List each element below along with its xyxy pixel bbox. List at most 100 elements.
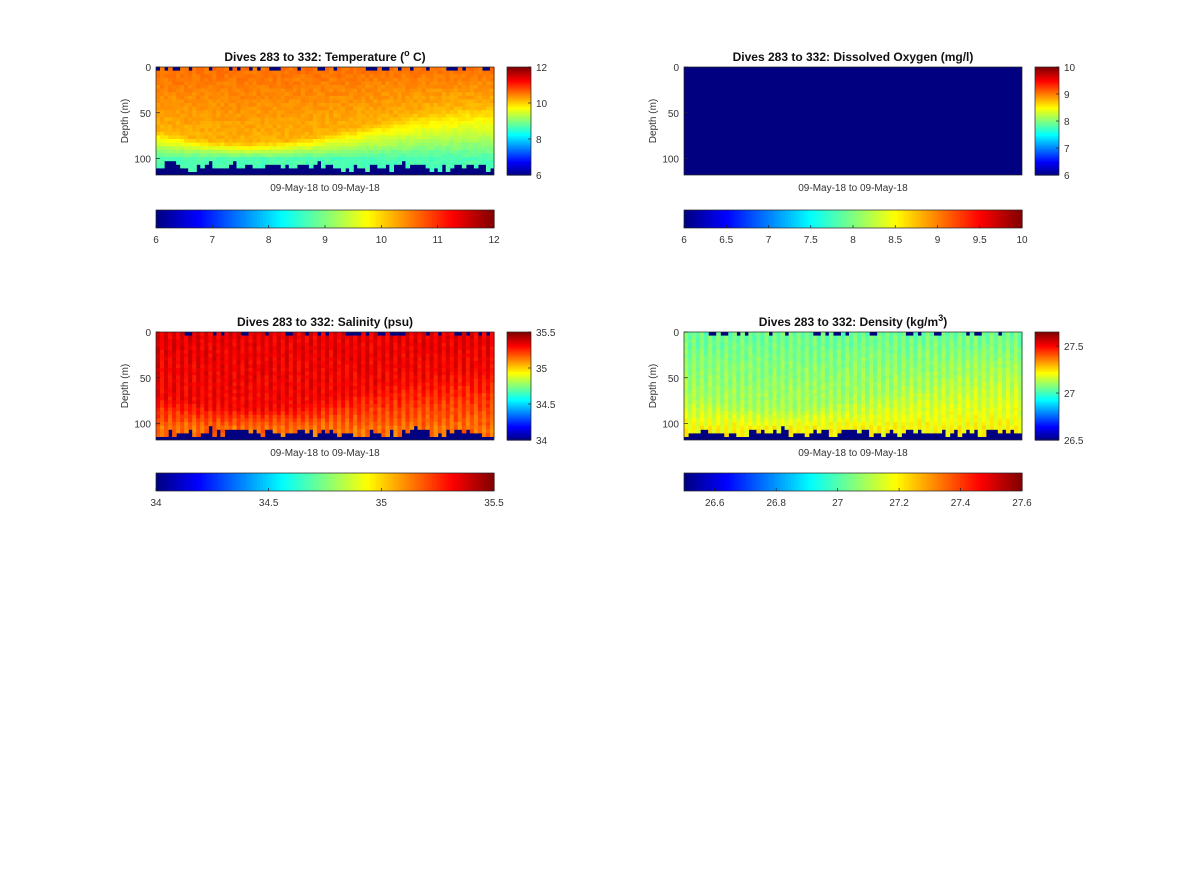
heatmap-cell (172, 389, 177, 394)
heatmap-cell (377, 386, 382, 391)
heatmap-cell (244, 422, 250, 427)
heatmap-cell (192, 70, 197, 75)
heatmap-cell (180, 113, 185, 118)
heatmap-cell (381, 135, 386, 140)
heatmap-cell (421, 396, 427, 401)
heatmap-cell (252, 117, 258, 122)
heatmap-cell (337, 339, 342, 344)
heatmap-cell (240, 360, 246, 365)
heatmap-cell (188, 342, 193, 347)
heatmap-cell (212, 418, 217, 423)
heatmap-cell (312, 346, 318, 351)
heatmap-cell (180, 117, 185, 122)
heatmap-cell (349, 425, 354, 430)
heatmap-cell (176, 157, 181, 162)
heatmap-cell (473, 414, 479, 419)
heatmap-cell (156, 103, 161, 108)
heatmap-cell (240, 110, 246, 115)
heatmap-cell (365, 371, 370, 376)
heatmap-cell (365, 386, 370, 391)
heatmap-cell (304, 353, 310, 358)
heatmap-cell (216, 88, 221, 93)
heatmap-cell (320, 160, 326, 165)
colorbar-segment (285, 210, 289, 228)
heatmap-cell (417, 85, 423, 90)
heatmap-cell (465, 113, 471, 118)
heatmap-cell (216, 418, 221, 423)
heatmap-cell (385, 418, 390, 423)
heatmap-cell (369, 117, 374, 122)
heatmap-cell (333, 339, 338, 344)
heatmap-cell (224, 117, 230, 122)
colorbar-tick-label: 7.5 (804, 235, 818, 246)
heatmap-cell (441, 432, 447, 437)
heatmap-cell (252, 396, 258, 401)
heatmap-cell (485, 95, 491, 100)
heatmap-cell (333, 70, 338, 75)
colorbar-segment (434, 210, 439, 228)
heatmap-cell (325, 99, 330, 104)
heatmap-cell (212, 160, 217, 165)
heatmap-cell (208, 371, 213, 376)
heatmap-cell (296, 360, 302, 365)
heatmap-cell (393, 368, 399, 373)
heatmap-cell (389, 67, 394, 72)
heatmap-cell (433, 414, 439, 419)
heatmap-cell (377, 135, 382, 140)
heatmap-cell (196, 396, 201, 401)
heatmap-cell (361, 418, 366, 423)
heatmap-cell (357, 414, 362, 419)
heatmap-cell (393, 342, 399, 347)
heatmap-cell (361, 139, 366, 144)
heatmap-cell (252, 153, 258, 158)
heatmap-cell (417, 360, 423, 365)
heatmap-cell (337, 429, 342, 434)
heatmap-cell (252, 400, 258, 405)
heatmap-cell (260, 378, 266, 383)
heatmap-cell (453, 360, 459, 365)
heatmap-cell (216, 121, 221, 126)
heatmap-cell (429, 375, 435, 380)
heatmap-cell (224, 135, 230, 140)
heatmap-cell (405, 371, 411, 376)
heatmap-cell (280, 353, 286, 358)
heatmap-cell (236, 346, 242, 351)
heatmap-cell (341, 350, 346, 355)
heatmap-cell (449, 135, 455, 140)
colorbar-segment (886, 210, 891, 228)
heatmap-cell (300, 160, 306, 165)
heatmap-cell (300, 121, 306, 126)
heatmap-cell (397, 371, 403, 376)
heatmap-cell (316, 429, 322, 434)
heatmap-cell (164, 124, 169, 129)
heatmap-cell (421, 142, 427, 147)
heatmap-cell (345, 407, 350, 412)
heatmap-cell (204, 335, 209, 340)
heatmap-cell (192, 429, 197, 434)
colorbar-segment (743, 210, 747, 228)
heatmap-cell (156, 335, 161, 340)
heatmap-cell (369, 414, 374, 419)
heatmap-cell (385, 135, 390, 140)
heatmap-cell (220, 425, 225, 430)
heatmap-cell (441, 124, 447, 129)
heatmap-cell (437, 368, 443, 373)
heatmap-cell (385, 368, 390, 373)
heatmap-cell (280, 110, 286, 115)
heatmap-cell (272, 128, 278, 133)
heatmap-cell (244, 346, 250, 351)
heatmap-cell (220, 360, 225, 365)
colorbar-tick-label: 10 (1016, 235, 1028, 246)
heatmap-cell (216, 400, 221, 405)
heatmap-cell (345, 378, 350, 383)
heatmap-cell (232, 67, 238, 72)
heatmap-cell (224, 382, 230, 387)
heatmap-cell (160, 414, 165, 419)
heatmap-cell (381, 364, 386, 369)
heatmap-cell (357, 422, 362, 427)
heatmap-cell (180, 425, 185, 430)
heatmap-cell (312, 339, 318, 344)
heatmap-cell (304, 382, 310, 387)
heatmap-cell (473, 342, 479, 347)
heatmap-cell (156, 81, 161, 86)
